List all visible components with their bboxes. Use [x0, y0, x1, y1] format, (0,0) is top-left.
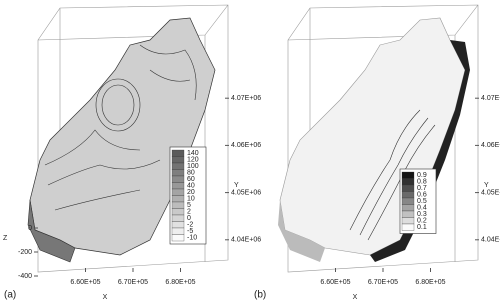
colorbar-swatch [171, 195, 185, 203]
y-axis-label: Y [234, 182, 239, 189]
z-tick-label: -200 [18, 249, 32, 256]
colorbar-swatch [171, 208, 185, 216]
x-tick-label: 6.70E+05 [368, 279, 398, 286]
colorbar-swatch [171, 201, 185, 209]
x-tick-label: 6.80E+05 [415, 279, 445, 286]
colorbar-label: -2 [187, 222, 193, 229]
colorbar-swatch [171, 162, 185, 170]
colorbar-label: 60 [187, 176, 195, 183]
colorbar-label: 2 [187, 209, 191, 216]
colorbar-swatch [401, 171, 415, 179]
colorbar-label: 120 [187, 157, 199, 164]
colorbar-label: -10 [187, 235, 197, 242]
colorbar-label: 0 [187, 215, 191, 222]
x-axis-label: X [353, 294, 358, 301]
colorbar-swatch [401, 204, 415, 212]
panel-a-surface [27, 17, 216, 263]
colorbar-swatch [171, 214, 185, 222]
x-tick-label: 6.60E+05 [70, 279, 100, 286]
z-axis-label: Z [3, 235, 8, 242]
colorbar-label: 0.2 [417, 218, 427, 225]
colorbar-swatch [171, 169, 185, 177]
colorbar-swatch [171, 182, 185, 190]
panel-b-surface [278, 17, 470, 262]
colorbar-label: 40 [187, 183, 195, 190]
colorbar-swatch [171, 156, 185, 164]
colorbar-label: 0.4 [417, 205, 427, 212]
x-tick-label: 6.80E+05 [165, 279, 195, 286]
y-tick-label: 4.04E+06 [231, 237, 261, 244]
colorbar-label: 0.9 [417, 172, 427, 179]
y-tick-label: 4.04E+06 [481, 237, 500, 244]
colorbar-label: 80 [187, 170, 195, 177]
colorbar-label: 0.5 [417, 198, 427, 205]
y-tick-label: 4.05E+06 [231, 189, 261, 196]
panel-label: (b) [254, 290, 266, 301]
colorbar-label: 5 [187, 202, 191, 209]
y-tick-label: 4.06E+06 [231, 142, 261, 149]
colorbar-label: 0.8 [417, 179, 427, 186]
colorbar-label: 0.6 [417, 192, 427, 199]
colorbar-swatch [171, 221, 185, 229]
colorbar-label: 0.7 [417, 185, 427, 192]
colorbar-swatch [171, 149, 185, 157]
colorbar-label: 100 [187, 163, 199, 170]
colorbar-label: -5 [187, 228, 193, 235]
colorbar-swatch [401, 210, 415, 218]
colorbar-swatch [401, 197, 415, 205]
colorbar-label: 0.1 [417, 224, 427, 231]
colorbar-swatch [401, 191, 415, 199]
colorbar-swatch [171, 175, 185, 183]
colorbar-swatch [171, 227, 185, 235]
y-tick-label: 4.06E+06 [481, 142, 500, 149]
x-tick-label: 6.70E+05 [118, 279, 148, 286]
colorbar-label: 10 [187, 196, 195, 203]
colorbar-swatch [401, 223, 415, 231]
colorbar-label: 140 [187, 150, 199, 157]
y-tick-label: 4.07E+06 [481, 95, 500, 102]
colorbar-label: 20 [187, 189, 195, 196]
y-tick-label: 4.05E+06 [481, 189, 500, 196]
colorbar-label: 0.3 [417, 211, 427, 218]
z-tick-label: -400 [18, 273, 32, 280]
colorbar-swatch [401, 217, 415, 225]
x-axis-label: X [103, 294, 108, 301]
y-axis-label: Y [484, 182, 489, 189]
z-tick-label: 0 [28, 225, 32, 232]
colorbar-swatch [171, 234, 185, 242]
colorbar-swatch [401, 184, 415, 192]
colorbar-swatch [171, 188, 185, 196]
colorbar-swatch [401, 178, 415, 186]
x-tick-label: 6.60E+05 [320, 279, 350, 286]
y-tick-label: 4.07E+06 [231, 95, 261, 102]
panel-label: (a) [4, 290, 16, 301]
